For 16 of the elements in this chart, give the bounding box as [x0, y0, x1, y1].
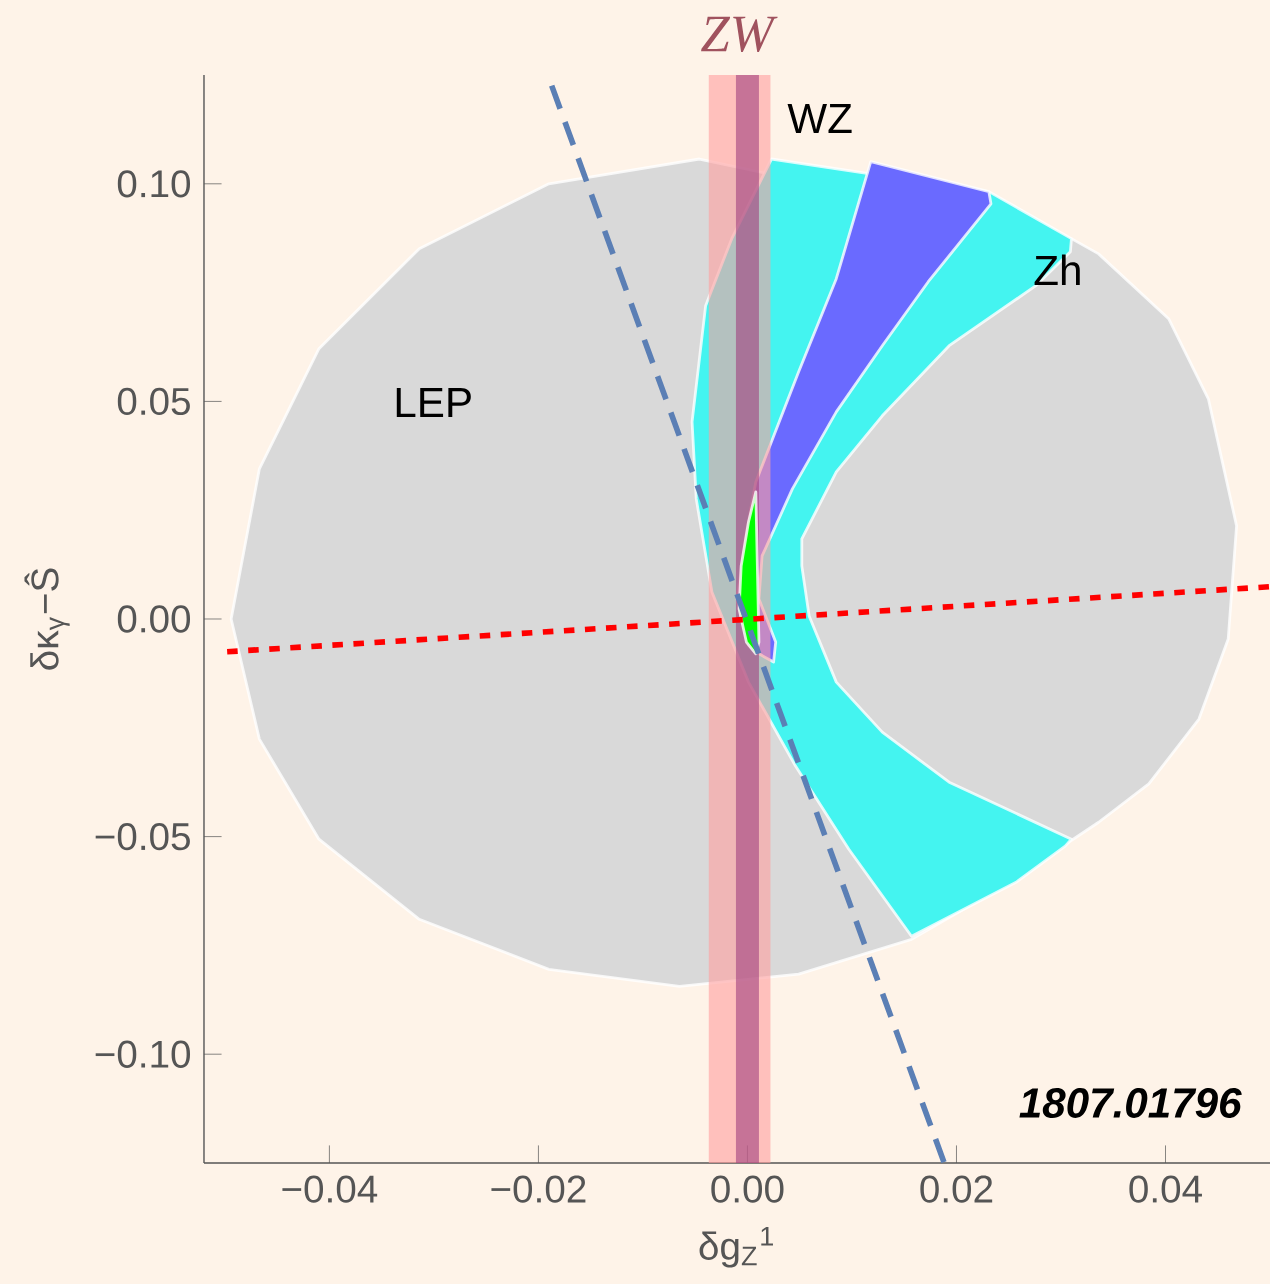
y-tick-label: 0.00: [117, 605, 191, 633]
annotation: 1807.01796: [1019, 1088, 1242, 1118]
x-axis-title: δg$_{Z}$1: [699, 1226, 773, 1268]
y-tick-label: 0.05: [117, 387, 190, 416]
annotation: WZ: [787, 104, 852, 134]
chart-title: ZW: [701, 16, 778, 53]
y-tick-label: −0.10: [95, 1040, 191, 1068]
x-tick-label: −0.02: [491, 1175, 586, 1203]
y-tick-label: 0.10: [117, 170, 191, 198]
y-tick-label: −0.05: [95, 822, 190, 851]
y-axis-title: δκ$_{γ}$−Ŝ: [24, 568, 70, 670]
x-tick-label: 0.00: [711, 1175, 784, 1203]
x-tick-label: 0.02: [920, 1175, 993, 1203]
x-tick-label: 0.04: [1129, 1175, 1202, 1203]
annotation: LEP: [396, 388, 471, 417]
x-tick-label: −0.04: [282, 1175, 378, 1203]
